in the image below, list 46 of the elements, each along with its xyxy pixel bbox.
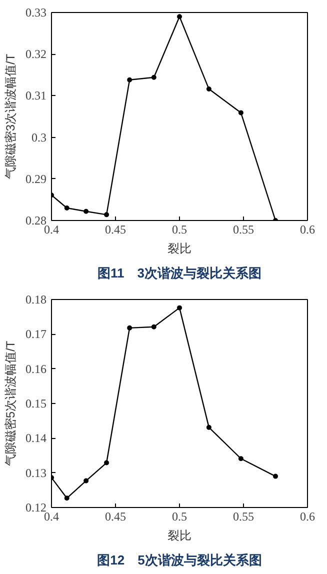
- y-tick-label: 0.16: [26, 362, 46, 376]
- point: [206, 86, 212, 92]
- y-tick-label: 0.18: [26, 292, 46, 306]
- point: [104, 460, 110, 466]
- x-tick-label: 0.45: [105, 510, 126, 524]
- y-axis-title: 气隙磁密3次谐波幅值/T: [4, 53, 18, 180]
- x-axis-title: 裂比: [168, 528, 192, 542]
- point: [84, 208, 89, 214]
- point: [64, 496, 70, 501]
- point: [104, 212, 110, 218]
- y-tick-label: 0.29: [26, 172, 46, 186]
- y-tick-label: 0.15: [26, 396, 46, 410]
- y-tick-label: 0.17: [26, 327, 46, 342]
- point: [238, 456, 244, 462]
- y-tick-label: 0.32: [26, 47, 46, 62]
- y-tick-label: 0.13: [26, 466, 46, 480]
- point: [206, 424, 212, 430]
- x-tick-label: 0.5: [172, 222, 187, 236]
- point: [273, 474, 278, 479]
- text: 图12 5次谐波与裂比关系图: [97, 552, 262, 568]
- x-tick-label: 0.6: [300, 510, 315, 524]
- x-tick-label: 0.5: [172, 510, 187, 524]
- y-axis-title: 气隙磁密5次谐波幅值/T: [4, 340, 18, 466]
- text: 图11 3次谐波与裂比关系图: [98, 266, 262, 280]
- x-tick-label: 0.4: [44, 510, 59, 524]
- y-tick-label: 0.31: [26, 88, 46, 103]
- point: [238, 110, 244, 116]
- point: [177, 305, 182, 310]
- y-tick-label: 0.28: [26, 214, 46, 228]
- x-axis-title: 裂比: [168, 242, 192, 256]
- point: [84, 478, 89, 484]
- x-tick-label: 0.55: [233, 222, 254, 236]
- y-tick-label: 0.12: [26, 500, 46, 514]
- y-tick-label: 0.3: [32, 130, 46, 144]
- point: [177, 14, 182, 20]
- point: [127, 77, 132, 82]
- point: [151, 324, 156, 330]
- x-tick-label: 0.55: [233, 510, 254, 524]
- x-tick-label: 0.4: [44, 222, 59, 236]
- x-tick-label: 0.45: [105, 222, 126, 236]
- point: [127, 325, 132, 330]
- point: [64, 206, 70, 211]
- y-tick-label: 0.33: [26, 6, 46, 20]
- point: [151, 74, 156, 80]
- x-tick-label: 0.6: [300, 222, 315, 236]
- y-tick-label: 0.14: [26, 431, 46, 446]
